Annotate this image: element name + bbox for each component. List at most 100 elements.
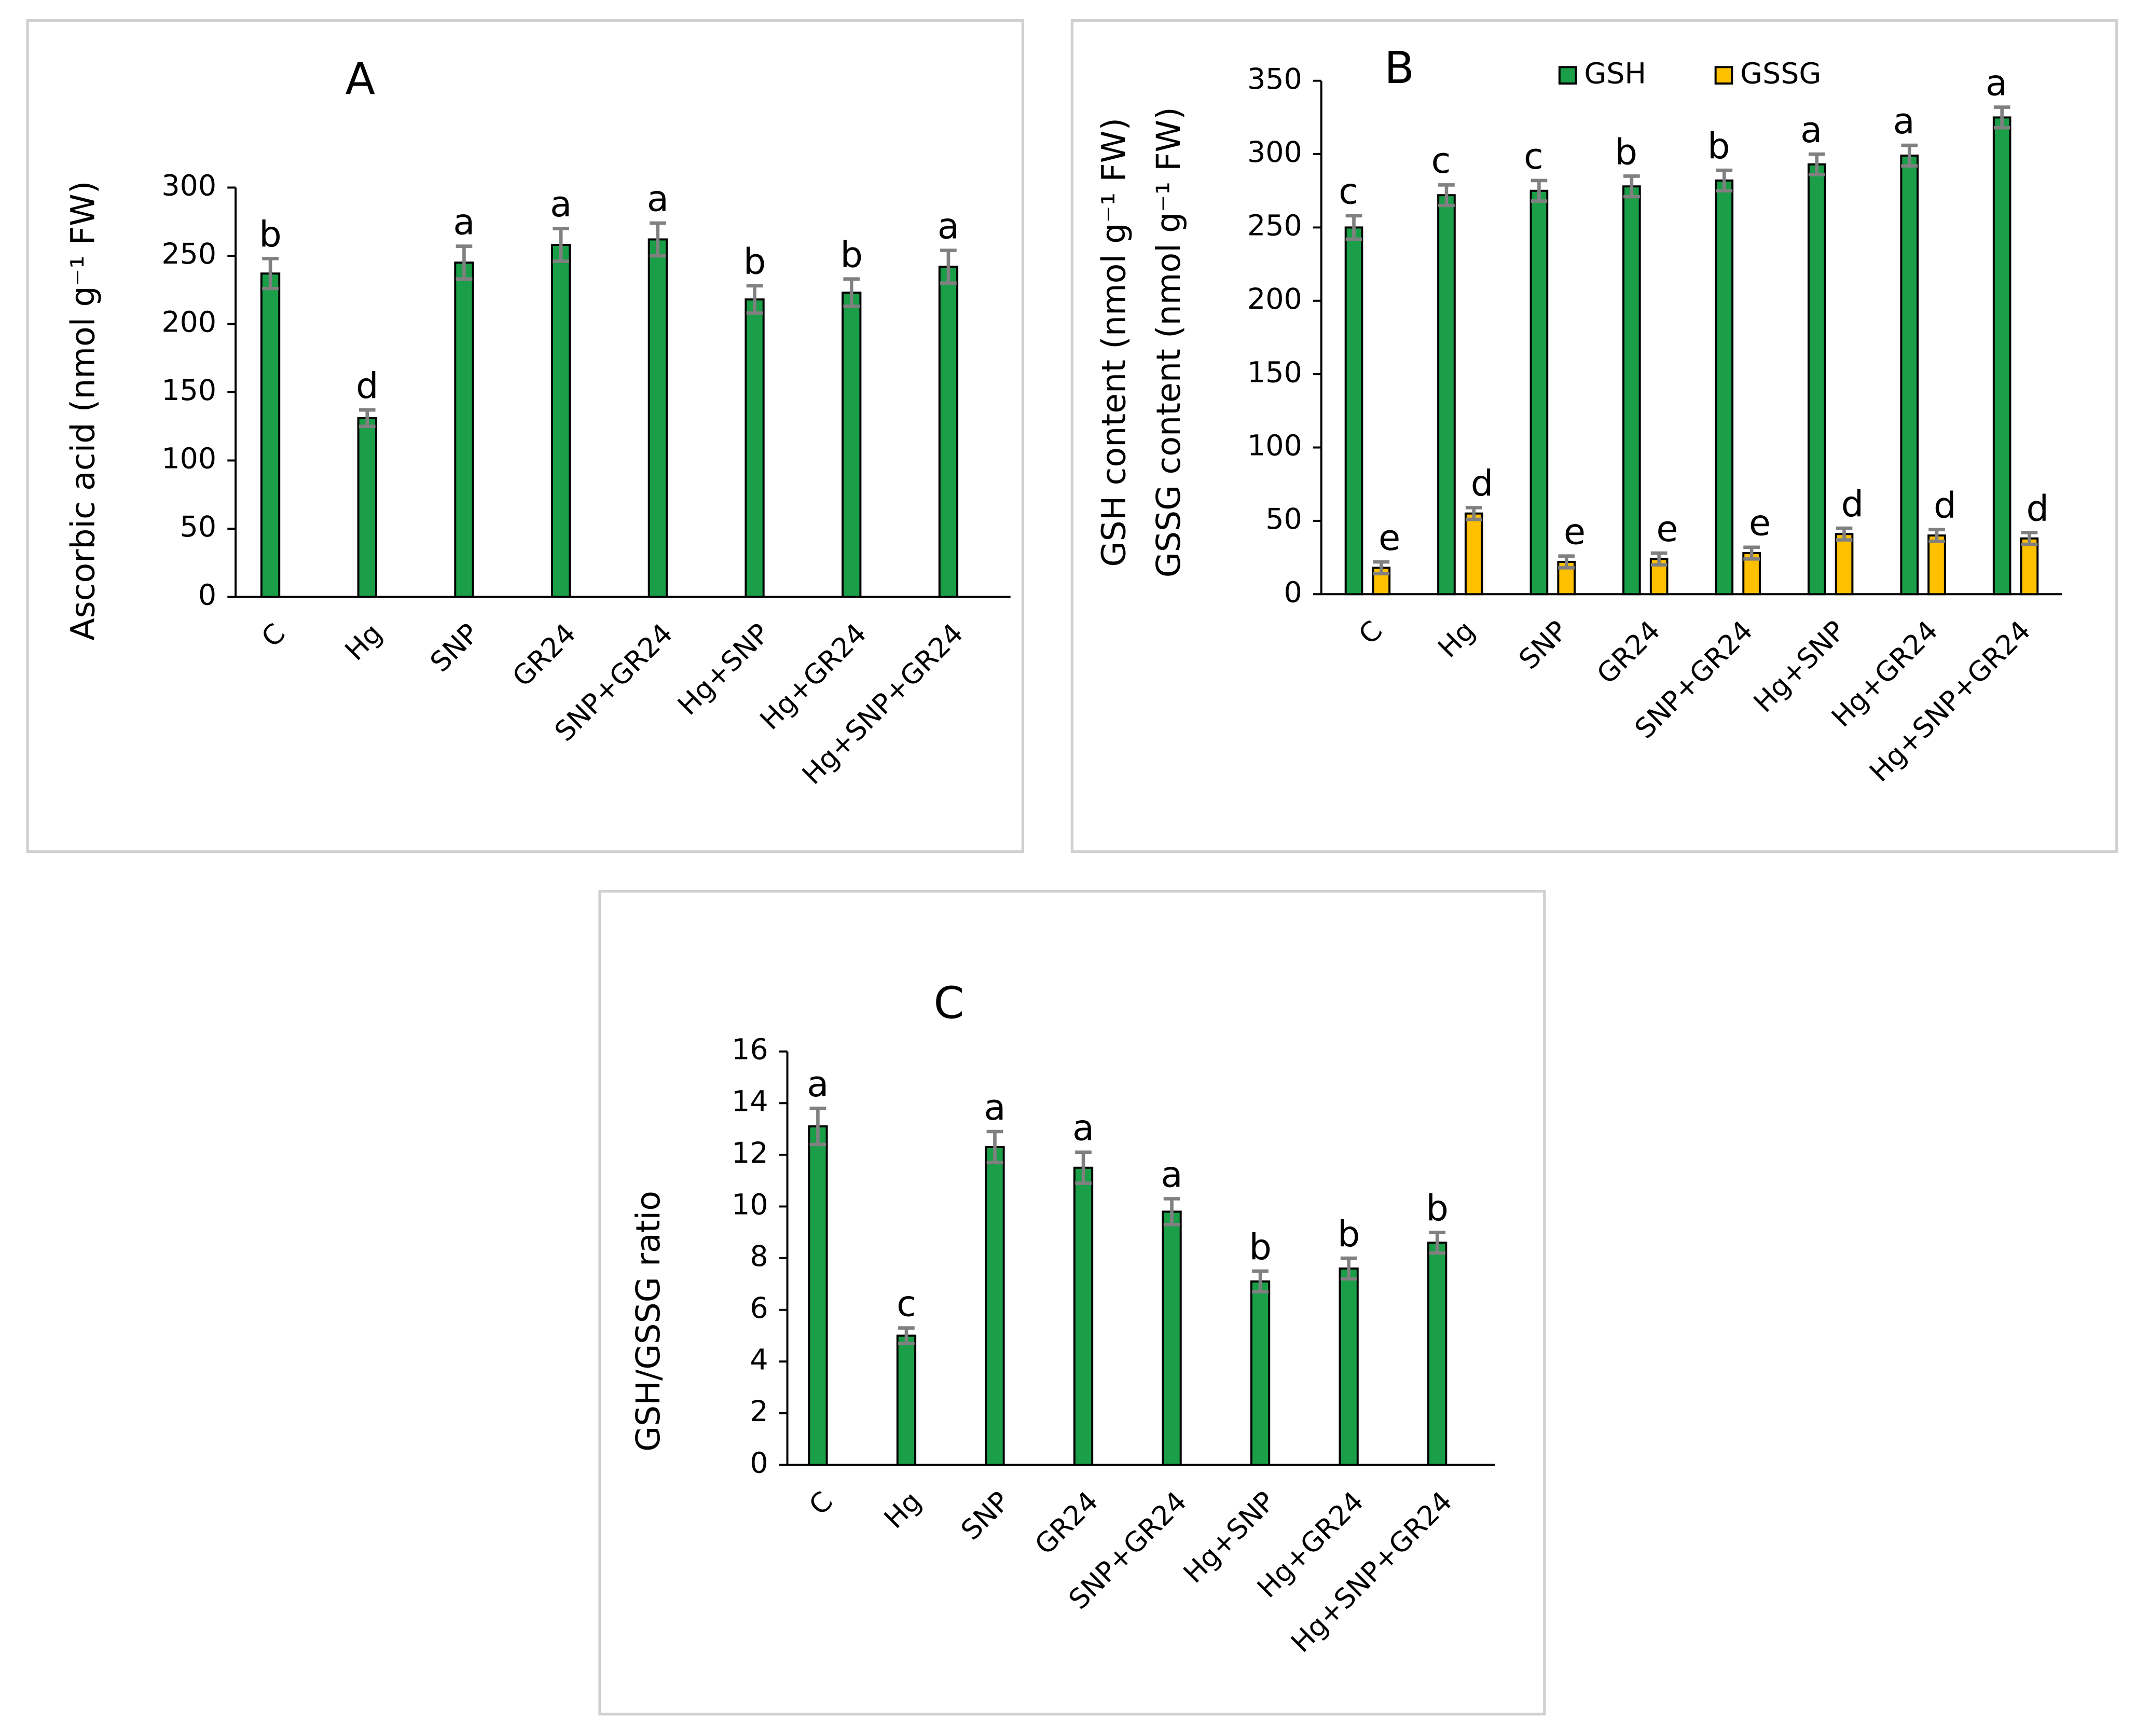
x-tick-label: Hg+SNP bbox=[672, 617, 776, 721]
significance-letter: a bbox=[1893, 101, 1915, 142]
significance-letter: c bbox=[1524, 136, 1544, 177]
error-bar bbox=[809, 1106, 826, 1147]
error-bar bbox=[1163, 1197, 1180, 1227]
bar bbox=[1464, 512, 1483, 596]
error-bar bbox=[1465, 506, 1482, 521]
x-tick-label: Hg bbox=[878, 1485, 928, 1535]
significance-letter: a bbox=[647, 178, 669, 220]
x-tick-label: SNP bbox=[1513, 615, 1574, 676]
x-tick-label: C bbox=[803, 1485, 839, 1521]
error-bar bbox=[1075, 1150, 1092, 1185]
bar bbox=[551, 243, 571, 598]
error-bar bbox=[940, 249, 957, 285]
error-bar bbox=[1716, 168, 1733, 193]
significance-letter: a bbox=[1986, 62, 2007, 104]
y-tick-label: 0 bbox=[198, 579, 216, 612]
y-tick-label: 100 bbox=[161, 443, 216, 476]
significance-letter: a bbox=[807, 1064, 829, 1105]
y-tick-label: 250 bbox=[161, 238, 216, 271]
bar bbox=[938, 266, 959, 598]
x-tick-label: GR24 bbox=[506, 617, 582, 693]
y-tick-label: 50 bbox=[1265, 503, 1302, 536]
error-bar bbox=[1901, 143, 1918, 168]
y-tick-label: 100 bbox=[1247, 430, 1302, 463]
y-tick-label: 50 bbox=[180, 511, 217, 544]
x-tick-label: C bbox=[256, 617, 292, 653]
y-tick-label: 250 bbox=[1247, 210, 1302, 243]
x-tick-label: C bbox=[1353, 615, 1388, 651]
error-bar bbox=[650, 221, 666, 258]
y-tick-label: 0 bbox=[1284, 576, 1302, 609]
significance-letter: a bbox=[1800, 109, 1822, 151]
bar bbox=[647, 238, 668, 598]
error-bar bbox=[1438, 183, 1455, 208]
error-bar bbox=[1993, 105, 2010, 130]
legend-swatch bbox=[1558, 66, 1577, 85]
significance-letter: b bbox=[1426, 1188, 1449, 1229]
x-tick-label: Hg+SNP+GR24 bbox=[796, 617, 970, 791]
significance-letter: e bbox=[1749, 503, 1771, 544]
y-tick-label: 150 bbox=[161, 374, 216, 407]
y-tick-label: 6 bbox=[750, 1292, 768, 1325]
significance-letter: b bbox=[1338, 1214, 1360, 1255]
significance-letter: e bbox=[1656, 508, 1678, 550]
significance-letter: d bbox=[1841, 484, 1864, 525]
significance-letter: b bbox=[1615, 131, 1638, 173]
x-tick-label: Hg bbox=[1432, 615, 1481, 664]
bar bbox=[1622, 185, 1641, 596]
significance-letter: d bbox=[356, 365, 379, 407]
bar bbox=[808, 1125, 828, 1466]
error-bar bbox=[1650, 551, 1668, 567]
significance-letter: b bbox=[1249, 1227, 1272, 1268]
legend-swatch bbox=[1714, 66, 1733, 85]
error-bar bbox=[1373, 560, 1390, 575]
error-bar bbox=[1558, 554, 1575, 570]
error-bar bbox=[1743, 545, 1760, 561]
significance-letter: c bbox=[1431, 140, 1451, 182]
x-tick-label: GR24 bbox=[1591, 615, 1666, 690]
error-bar bbox=[1345, 214, 1362, 241]
significance-letter: a bbox=[1161, 1154, 1183, 1195]
y-axis-label: GSSG content (nmol g⁻¹ FW) bbox=[1149, 107, 1188, 577]
y-tick-label: 150 bbox=[1247, 356, 1302, 389]
error-bar bbox=[843, 277, 860, 308]
bar bbox=[842, 292, 862, 598]
significance-letter: d bbox=[2026, 488, 2049, 529]
error-bar bbox=[1340, 1256, 1357, 1281]
panel-frame bbox=[598, 890, 1546, 1716]
y-tick-label: 300 bbox=[161, 170, 216, 203]
significance-letter: e bbox=[1564, 512, 1586, 553]
legend-label: GSH bbox=[1584, 57, 1646, 90]
error-bar bbox=[746, 284, 763, 315]
significance-letter: a bbox=[550, 184, 572, 225]
significance-letter: a bbox=[453, 201, 475, 243]
x-tick-label: Hg+SNP+GR24 bbox=[1864, 615, 2037, 788]
error-bar bbox=[359, 408, 376, 429]
bar bbox=[1807, 163, 1826, 596]
error-bar bbox=[1928, 528, 1945, 543]
y-tick-label: 0 bbox=[750, 1447, 768, 1480]
error-bar bbox=[898, 1326, 915, 1345]
x-tick-label: SNP bbox=[424, 617, 485, 678]
y-tick-label: 2 bbox=[750, 1395, 768, 1428]
bar bbox=[260, 272, 281, 598]
chart-title: C bbox=[933, 977, 964, 1028]
error-bar bbox=[262, 256, 279, 291]
error-bar bbox=[986, 1129, 1003, 1165]
y-tick-label: 14 bbox=[732, 1085, 768, 1118]
y-axis-label: GSH content (nmol g⁻¹ FW) bbox=[1094, 118, 1133, 567]
bar bbox=[1250, 1280, 1271, 1466]
bar bbox=[1344, 226, 1363, 596]
significance-letter: d bbox=[1471, 463, 1494, 504]
significance-letter: b bbox=[743, 241, 766, 283]
y-tick-label: 200 bbox=[1247, 283, 1302, 316]
bar bbox=[985, 1146, 1005, 1466]
bar bbox=[1992, 116, 2011, 596]
bar bbox=[2020, 537, 2039, 596]
significance-letter: e bbox=[1379, 517, 1400, 559]
y-tick-label: 300 bbox=[1247, 136, 1302, 169]
error-bar bbox=[456, 244, 473, 281]
error-bar bbox=[1836, 526, 1853, 542]
bar bbox=[1437, 194, 1456, 596]
